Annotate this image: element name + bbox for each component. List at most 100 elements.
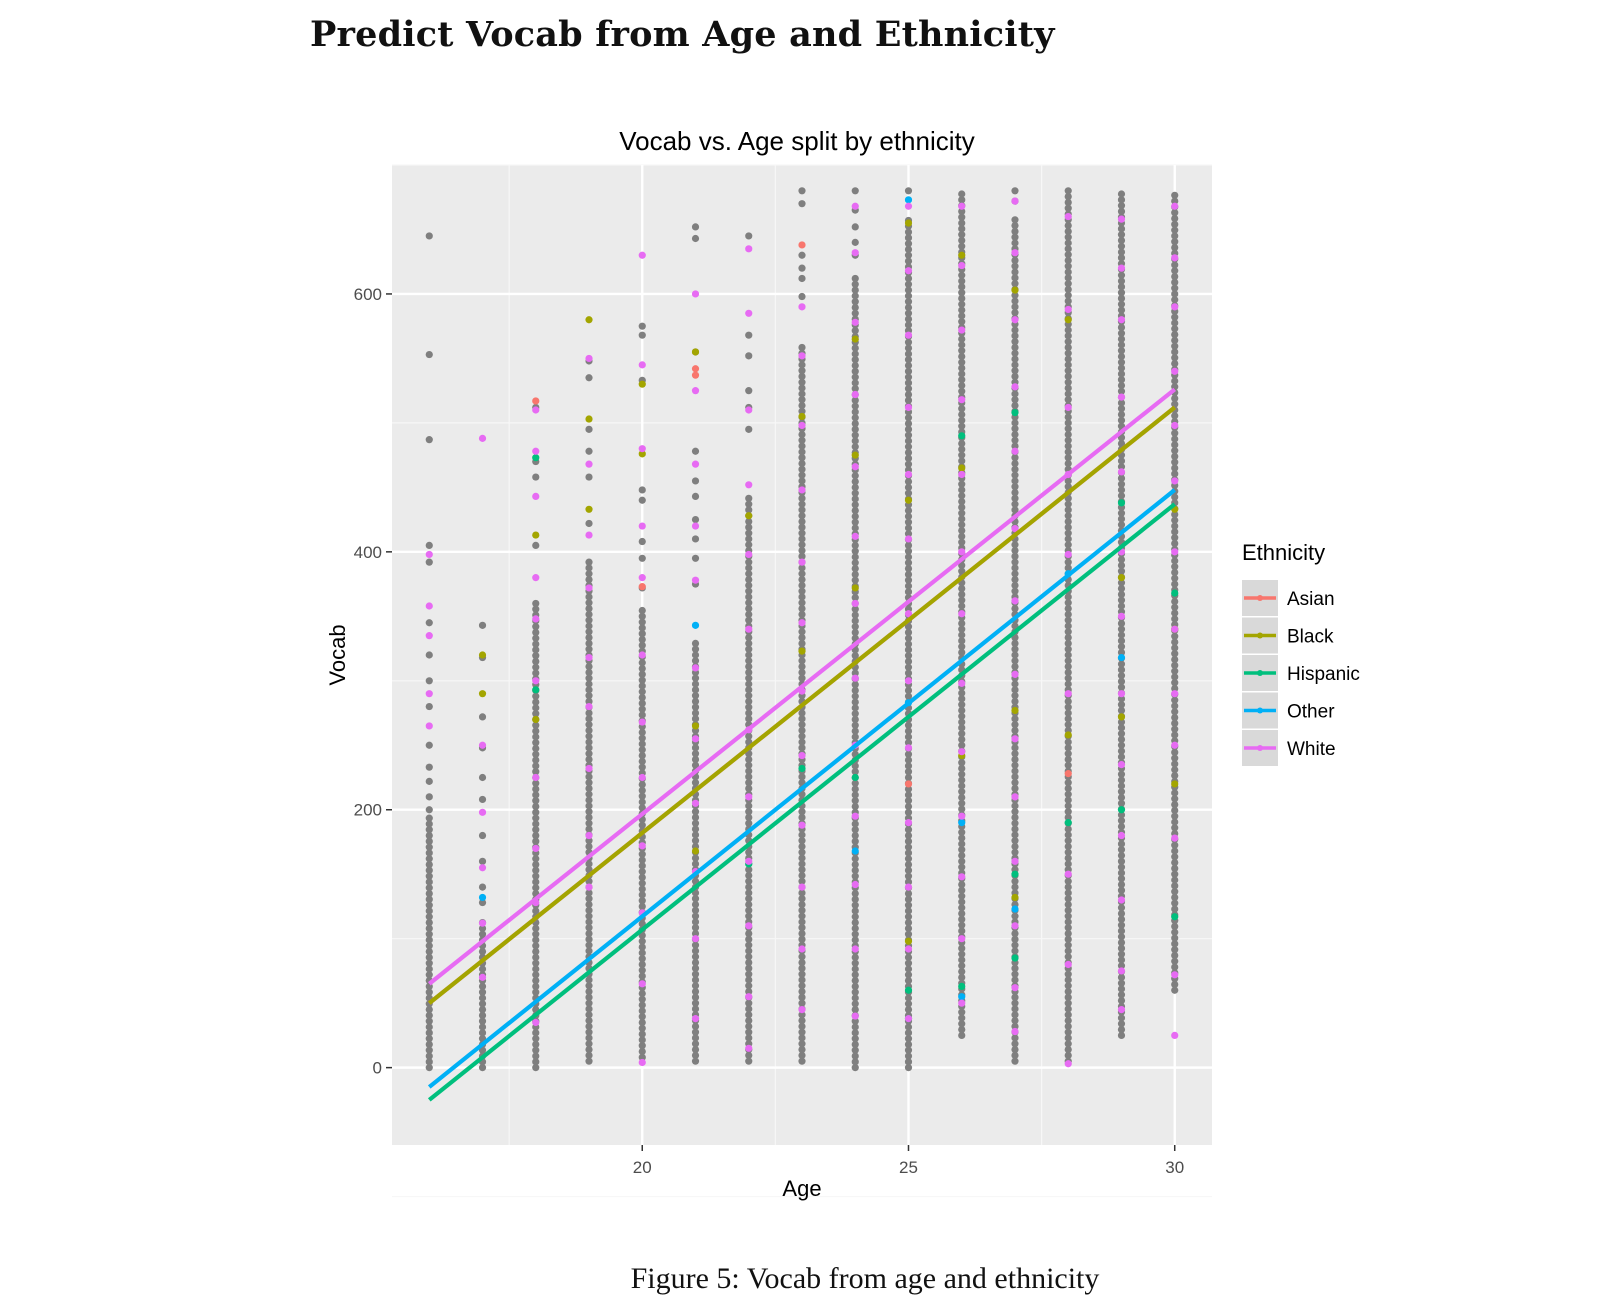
data-point-white	[1011, 857, 1019, 865]
data-point	[478, 988, 487, 996]
data-point	[1117, 770, 1126, 778]
data-point	[798, 593, 806, 601]
data-point	[904, 634, 913, 642]
data-point	[851, 866, 859, 874]
data-point	[638, 856, 646, 864]
chart-title: Vocab vs. Age split by ethnicity	[619, 126, 975, 156]
data-point	[478, 621, 487, 629]
data-point	[958, 306, 966, 314]
data-point	[1117, 1025, 1126, 1034]
data-point	[904, 187, 913, 195]
data-point	[1117, 271, 1126, 279]
data-point	[851, 994, 859, 1002]
data-point-white	[745, 481, 753, 489]
data-point	[1171, 528, 1179, 536]
data-point	[851, 791, 859, 799]
data-point	[958, 387, 966, 395]
data-point	[1011, 993, 1019, 1001]
data-point-asian	[798, 241, 806, 249]
data-point	[1064, 500, 1072, 508]
data-point	[1064, 227, 1072, 236]
data-point	[425, 913, 433, 921]
data-point	[904, 669, 913, 677]
data-point	[851, 437, 859, 445]
data-point	[798, 430, 806, 439]
data-point	[585, 819, 593, 827]
data-point	[904, 640, 913, 648]
data-point	[585, 558, 593, 566]
data-point	[851, 686, 859, 695]
data-point	[851, 238, 859, 246]
fit-line-white	[427, 387, 1177, 986]
data-point	[904, 1040, 913, 1049]
data-point	[958, 486, 966, 494]
data-point	[1064, 251, 1072, 259]
data-point	[798, 264, 806, 272]
data-point	[1171, 220, 1179, 228]
data-point	[1011, 262, 1019, 270]
data-point	[585, 1028, 593, 1036]
data-point	[585, 473, 593, 481]
data-point	[1117, 938, 1126, 947]
data-point	[1064, 1011, 1072, 1019]
data-point	[478, 1023, 487, 1031]
data-point	[745, 1022, 753, 1030]
data-point	[1064, 349, 1072, 357]
data-point	[1011, 401, 1019, 410]
data-point-black	[691, 722, 700, 730]
data-point	[1171, 232, 1179, 240]
data-point-asian	[691, 365, 700, 373]
data-point	[1064, 895, 1072, 903]
data-point	[851, 704, 859, 712]
data-point	[1171, 644, 1179, 652]
data-point	[1064, 639, 1072, 647]
data-point	[745, 604, 753, 613]
data-point	[532, 860, 540, 869]
data-point	[958, 526, 966, 535]
data-point	[904, 750, 913, 758]
data-point	[1064, 274, 1072, 282]
data-point-white	[585, 653, 593, 662]
data-point	[1064, 993, 1072, 1001]
data-point	[1011, 935, 1019, 943]
data-point	[798, 866, 806, 874]
data-point	[745, 976, 753, 984]
data-point	[851, 860, 859, 869]
data-point-black	[1117, 713, 1126, 721]
data-point	[425, 837, 433, 845]
data-point	[425, 1023, 433, 1031]
data-point	[1064, 883, 1072, 891]
data-point	[798, 976, 806, 984]
data-point	[585, 790, 593, 798]
data-point	[1171, 429, 1179, 437]
data-point	[958, 236, 966, 245]
data-point-white	[798, 619, 806, 627]
data-point	[958, 370, 966, 378]
data-point	[638, 728, 646, 736]
data-point	[745, 767, 753, 775]
data-point	[425, 541, 433, 549]
data-point	[745, 715, 753, 723]
data-point	[958, 532, 966, 540]
data-point	[532, 791, 540, 799]
data-point	[1011, 291, 1019, 299]
data-point	[1117, 323, 1126, 332]
data-point	[532, 808, 540, 816]
data-point	[958, 764, 966, 773]
data-point	[1117, 474, 1126, 482]
data-point	[851, 1052, 859, 1060]
data-point	[745, 593, 753, 601]
data-point	[585, 593, 593, 601]
data-point	[851, 1046, 859, 1054]
data-point	[798, 999, 806, 1007]
data-point	[904, 350, 913, 358]
data-point	[851, 292, 859, 300]
data-point	[745, 387, 753, 395]
data-point	[1011, 222, 1019, 230]
data-point	[904, 390, 913, 399]
data-point	[1117, 329, 1126, 337]
data-point	[798, 860, 806, 868]
data-point	[798, 831, 806, 839]
data-point	[1064, 721, 1072, 729]
data-point	[798, 970, 806, 978]
